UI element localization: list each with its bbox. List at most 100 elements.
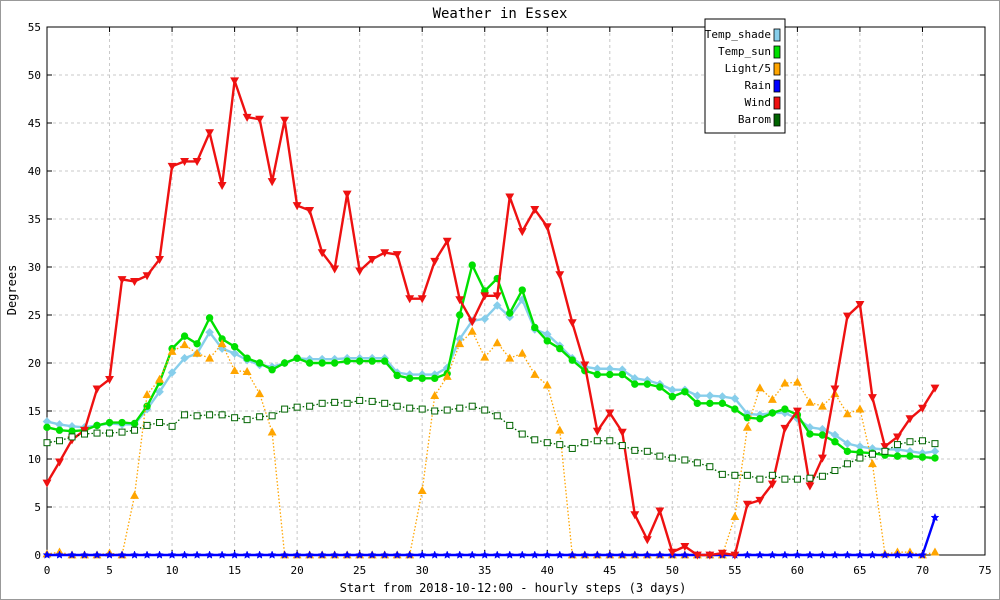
data-point [105, 418, 114, 427]
data-point [67, 550, 77, 559]
data-point [817, 454, 827, 463]
y-tick-label: 20 [28, 357, 41, 370]
data-point [392, 251, 402, 260]
data-point [455, 550, 465, 559]
data-point [805, 482, 815, 491]
data-point [893, 433, 902, 442]
data-point [730, 511, 740, 520]
data-point [630, 511, 640, 520]
data-point [793, 475, 801, 483]
data-point [817, 550, 827, 559]
data-point [155, 255, 165, 264]
data-point [406, 404, 414, 412]
data-point [555, 550, 565, 559]
data-point [167, 162, 177, 171]
data-point [193, 340, 201, 348]
data-point [505, 193, 515, 202]
data-point [831, 438, 839, 446]
data-point [130, 419, 139, 428]
axes: 0 5 10 15 20 25 30 35 40 45 50 55 0 5 10 15 20 25 30 35 40 45… [28, 21, 992, 577]
data-point [143, 421, 151, 429]
data-point [117, 276, 127, 285]
y-tick-label: 25 [28, 309, 41, 322]
data-point [417, 550, 427, 559]
data-point [706, 399, 714, 408]
data-point [430, 550, 440, 559]
data-point [618, 370, 627, 379]
data-point [781, 475, 789, 483]
data-point [267, 550, 277, 559]
data-point [193, 412, 201, 420]
data-point [918, 437, 926, 445]
data-point [205, 353, 215, 362]
data-point [843, 550, 852, 559]
data-point [418, 374, 426, 383]
data-point [806, 430, 814, 438]
data-point [217, 550, 227, 559]
data-point [768, 409, 777, 417]
data-point [42, 479, 52, 488]
data-point [330, 265, 340, 274]
data-point [842, 409, 852, 418]
data-point [505, 353, 515, 362]
data-point [568, 356, 576, 364]
data-point [80, 550, 89, 559]
data-point [230, 349, 239, 358]
data-point [481, 406, 489, 414]
data-point [581, 439, 589, 447]
x-tick-label: 75 [978, 564, 991, 577]
data-point [431, 374, 439, 383]
data-point [530, 550, 540, 559]
x-tick-label: 50 [666, 564, 679, 577]
x-tick-label: 60 [791, 564, 804, 577]
x-tick-label: 70 [916, 564, 929, 577]
data-point [593, 437, 601, 445]
data-point [680, 542, 690, 551]
data-point [517, 348, 527, 357]
data-point [542, 550, 552, 559]
data-point [380, 550, 390, 559]
data-point [606, 370, 614, 379]
data-point [431, 407, 439, 415]
data-point [230, 342, 239, 351]
data-point [405, 550, 415, 559]
legend-swatch-temp-sun [773, 45, 781, 59]
data-point [492, 338, 502, 347]
data-point [506, 421, 514, 429]
data-point [293, 354, 301, 362]
data-point [118, 428, 126, 436]
data-point [330, 359, 339, 367]
data-point [217, 339, 227, 348]
data-point [142, 272, 152, 281]
data-point [568, 444, 576, 452]
data-point [580, 361, 590, 370]
data-point [192, 158, 202, 167]
data-point [792, 377, 802, 386]
data-point [556, 344, 564, 353]
x-tick-label: 20 [291, 564, 304, 577]
data-point [642, 550, 652, 559]
data-point [68, 427, 76, 435]
data-point [55, 550, 64, 559]
data-point [180, 158, 190, 167]
data-point [318, 359, 326, 367]
data-point [843, 460, 851, 468]
data-point [280, 359, 289, 367]
data-point [217, 182, 227, 191]
data-point [605, 409, 615, 418]
data-point [180, 550, 189, 559]
legend: Temp_shade Temp_sun Light/5 Rain Wind Barom [704, 18, 786, 134]
data-point [556, 441, 564, 449]
data-point [856, 448, 864, 456]
data-point [655, 550, 665, 559]
data-point [142, 550, 152, 559]
data-point [180, 332, 189, 340]
data-point [467, 318, 477, 327]
data-point [242, 113, 252, 122]
data-point [205, 314, 214, 322]
legend-label-temp-sun: Temp_sun [718, 45, 771, 58]
data-point [343, 399, 351, 407]
data-point [780, 378, 790, 387]
data-point [767, 394, 777, 403]
data-point [356, 396, 364, 404]
